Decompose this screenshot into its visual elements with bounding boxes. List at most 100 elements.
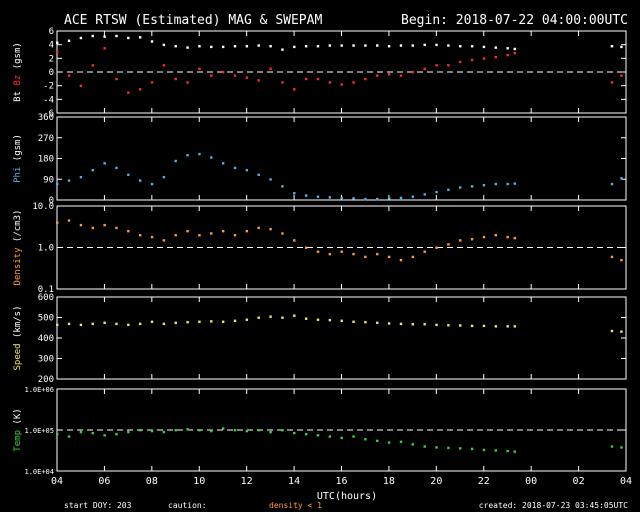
data-point-density <box>293 239 296 242</box>
data-point-temp <box>513 450 516 453</box>
data-point-phi <box>506 182 509 186</box>
data-point-bt <box>340 44 343 47</box>
data-point-speed <box>364 321 367 324</box>
data-point-phi <box>328 196 332 199</box>
y-axis-label: Phi (gsm) <box>13 134 23 183</box>
y-axis-label: Density (/cm3) <box>13 210 23 286</box>
data-point-bt <box>269 45 272 48</box>
data-point-density <box>328 252 332 256</box>
y-tick-label: 4 <box>49 41 54 51</box>
data-point-bz <box>245 76 249 79</box>
data-point-bt <box>127 36 130 40</box>
data-point-temp <box>56 432 59 436</box>
data-point-temp <box>233 429 237 432</box>
data-point-bz <box>610 81 614 84</box>
data-point-speed <box>115 322 118 326</box>
data-point-speed <box>399 322 403 326</box>
data-point-bt <box>506 47 509 50</box>
data-point-temp <box>150 429 154 433</box>
data-point-bz <box>186 81 189 84</box>
data-point-bt <box>221 45 225 49</box>
data-point-phi <box>399 196 403 200</box>
data-point-bt <box>245 45 249 48</box>
chart-title: ACE RTSW (Estimated) MAG & SWEPAM <box>64 13 322 28</box>
data-point-bz <box>328 81 332 84</box>
data-point-phi <box>281 185 284 188</box>
data-point-phi <box>210 156 213 159</box>
data-point-temp <box>482 448 486 452</box>
data-point-bz <box>364 77 367 81</box>
y-axis-label-part: (gsm) <box>13 134 23 167</box>
x-tick-label: 06 <box>98 476 110 487</box>
data-point-density <box>435 246 438 249</box>
data-point-speed <box>411 323 415 326</box>
x-tick-label: 22 <box>478 476 490 487</box>
data-point-speed <box>376 321 379 325</box>
data-point-density <box>103 223 106 227</box>
data-point-phi <box>447 188 450 192</box>
data-point-bt <box>435 43 438 47</box>
data-point-temp <box>269 430 272 434</box>
data-point-speed <box>447 324 450 327</box>
y-tick-label: 180 <box>38 155 54 165</box>
panel-frame <box>56 296 627 380</box>
data-point-bt <box>56 41 59 45</box>
panel-2: 360 270 180 90 0 Phi (gsm) <box>13 113 627 206</box>
data-point-temp <box>506 449 509 453</box>
data-point-bt <box>482 45 486 49</box>
data-point-density <box>281 232 284 235</box>
data-point-bz <box>198 67 201 70</box>
data-point-bt <box>233 45 237 48</box>
data-point-density <box>186 229 189 233</box>
data-point-bt <box>198 45 201 48</box>
data-point-bz <box>376 74 379 77</box>
data-point-bt <box>316 45 320 48</box>
data-point-density <box>150 235 154 239</box>
caution-label: caution: <box>168 501 207 510</box>
x-tick-label: 02 <box>573 476 585 487</box>
data-point-phi <box>459 186 462 189</box>
y-axis-label: Temp (K) <box>13 408 23 451</box>
data-point-temp <box>127 430 130 434</box>
data-point-bz <box>221 71 225 74</box>
y-tick-label: 10.0 <box>32 202 54 212</box>
data-point-phi <box>316 195 320 198</box>
data-point-speed <box>174 321 177 325</box>
data-point-density <box>198 234 201 237</box>
data-point-bz <box>162 64 166 67</box>
data-point-bt <box>174 45 177 48</box>
data-point-speed <box>56 323 59 327</box>
data-point-phi <box>174 159 177 163</box>
data-point-temp <box>245 429 249 433</box>
data-point-bz <box>281 81 284 84</box>
data-point-phi <box>127 173 130 177</box>
data-point-speed <box>138 322 142 326</box>
data-point-temp <box>387 441 391 444</box>
data-point-bz <box>513 51 516 55</box>
y-axis-label: Speed (km/s) <box>13 305 23 370</box>
data-point-speed <box>435 323 438 327</box>
data-point-speed <box>67 322 71 326</box>
data-point-speed <box>233 319 237 322</box>
data-point-temp <box>423 445 426 448</box>
data-point-phi <box>221 162 225 165</box>
data-point-density <box>67 219 71 222</box>
data-point-phi <box>257 173 260 177</box>
data-point-density <box>269 227 272 231</box>
data-point-temp <box>316 434 320 437</box>
data-point-speed <box>459 324 462 327</box>
data-point-temp <box>470 447 474 451</box>
data-point-bz <box>233 74 237 77</box>
data-point-density <box>115 226 118 230</box>
panel-3: 10.0 1.0 0.1 Density (/cm3) <box>13 202 627 295</box>
data-point-speed <box>257 316 260 319</box>
y-tick-label: 500 <box>38 314 54 324</box>
data-point-speed <box>186 321 189 324</box>
data-point-speed <box>150 320 154 323</box>
x-tick-label: 12 <box>241 476 253 487</box>
y-tick-label: 1.0 <box>38 244 54 254</box>
data-point-temp <box>210 429 213 433</box>
y-tick-label: 0.1 <box>38 285 54 295</box>
data-point-bt <box>423 43 426 47</box>
